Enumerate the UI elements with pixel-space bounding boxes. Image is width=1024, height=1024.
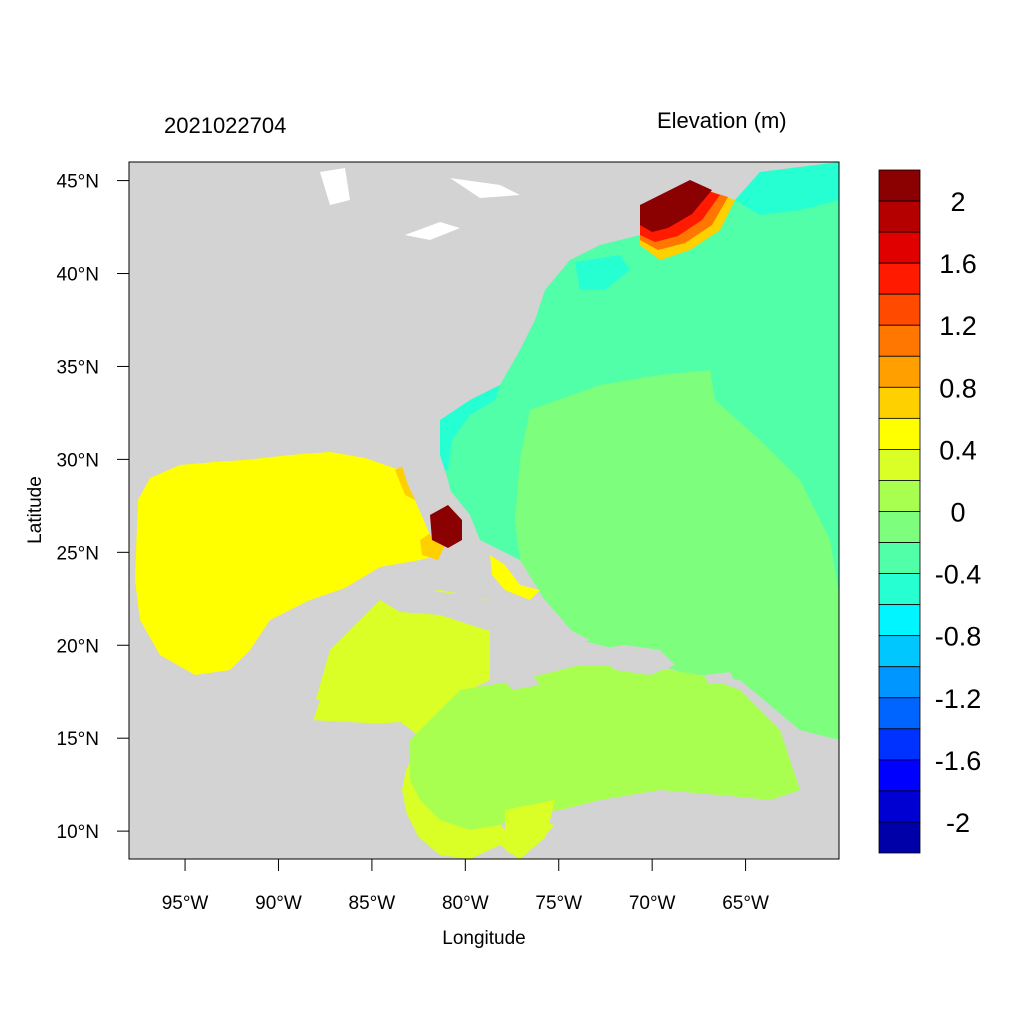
variable-title: Elevation (m) (657, 108, 787, 133)
gulf-of-maine-surge (640, 180, 712, 232)
lon-tick-label: 65°W (722, 893, 769, 914)
colorbar-swatch (878, 604, 921, 637)
eastern-caribbean (410, 665, 800, 830)
plot-frame (128, 161, 840, 860)
colorbar-label: 1.6 (939, 249, 977, 279)
gulf-of-mexico (135, 452, 440, 675)
nw-florida-shelf (395, 465, 415, 500)
ny-bight (575, 255, 630, 290)
lon-tick-label: 85°W (349, 893, 396, 914)
timestamp-title: 2021022704 (164, 113, 287, 138)
colorbar-swatch (878, 200, 921, 233)
scotian-shelf (735, 162, 839, 215)
south-america (520, 795, 839, 859)
south-florida-surge (430, 505, 462, 548)
lon-tick-label: 95°W (162, 893, 209, 914)
se-shelf-band (440, 385, 500, 470)
colorbar-swatch (878, 480, 921, 512)
colorbar-swatch (878, 355, 921, 388)
colorbar-swatch (878, 821, 921, 854)
colorbar-swatch (878, 790, 921, 823)
lat-tick-label: 40°N (57, 265, 99, 286)
colorbar-label: -0.8 (935, 622, 982, 652)
colorbar-swatch (878, 666, 921, 699)
colorbar-swatch (878, 759, 921, 792)
colorbar-label: -1.6 (935, 746, 982, 776)
lat-tick-label: 10°N (57, 822, 99, 843)
colorbar-swatch (878, 386, 921, 419)
colorbar-swatch (878, 542, 921, 574)
hispaniola (590, 645, 675, 675)
lat-tick-label: 30°N (57, 450, 99, 471)
lat-tick-label: 20°N (57, 636, 99, 657)
colorbar-swatch (878, 697, 921, 730)
atlantic-interior (515, 370, 839, 740)
central-america (129, 700, 440, 859)
colorbar-swatch (878, 169, 921, 202)
colorbar-label: -0.4 (935, 560, 982, 590)
lon-tick-label: 80°W (442, 893, 489, 914)
lat-tick-label: 15°N (57, 729, 99, 750)
latitude-axis: 45°N 40°N 35°N 30°N 25°N 20°N 15°N 10°N (57, 172, 129, 843)
colorbar-label: 0 (950, 498, 965, 528)
puerto-rico (705, 672, 735, 684)
colorbar-swatch (878, 293, 921, 326)
colorbar-swatch (878, 511, 921, 543)
colorbar-swatch (878, 635, 921, 668)
y-axis-title: Latitude (25, 476, 46, 544)
colorbar-label: 1.2 (939, 311, 977, 341)
colorbar-swatch (878, 573, 921, 606)
lat-tick-label: 45°N (57, 172, 99, 193)
colorbar-label: 2 (950, 187, 965, 217)
x-axis-title: Longitude (442, 928, 525, 949)
lon-tick-label: 90°W (255, 893, 302, 914)
lat-tick-label: 25°N (57, 543, 99, 564)
colorbar-swatch (878, 231, 921, 264)
longitude-axis: 95°W 90°W 85°W 80°W 75°W 70°W 65°W (162, 859, 769, 914)
jamaica (500, 672, 540, 690)
lon-tick-label: 70°W (629, 893, 676, 914)
colorbar-swatch (878, 262, 921, 295)
colorbar-label: -1.2 (935, 684, 982, 714)
darien-gulf (505, 800, 555, 859)
colorbar-label: 0.4 (939, 435, 977, 465)
great-lakes (320, 168, 520, 240)
colorbar-swatch (878, 449, 921, 481)
cuba (380, 590, 590, 648)
colorbar-swatch (878, 417, 921, 450)
lat-tick-label: 35°N (57, 357, 99, 378)
map-field (129, 162, 839, 859)
colorbar: 2 1.6 1.2 0.8 0.4 0 -0.4 -0.8 -1.2 -1.6 -2 (878, 169, 982, 854)
lon-tick-label: 75°W (535, 893, 582, 914)
colorbar-swatch (878, 324, 921, 357)
colorbar-label: -2 (946, 808, 970, 838)
colorbar-swatch (878, 728, 921, 761)
colorbar-label: 0.8 (939, 373, 977, 403)
bahamas-banks (490, 555, 540, 600)
